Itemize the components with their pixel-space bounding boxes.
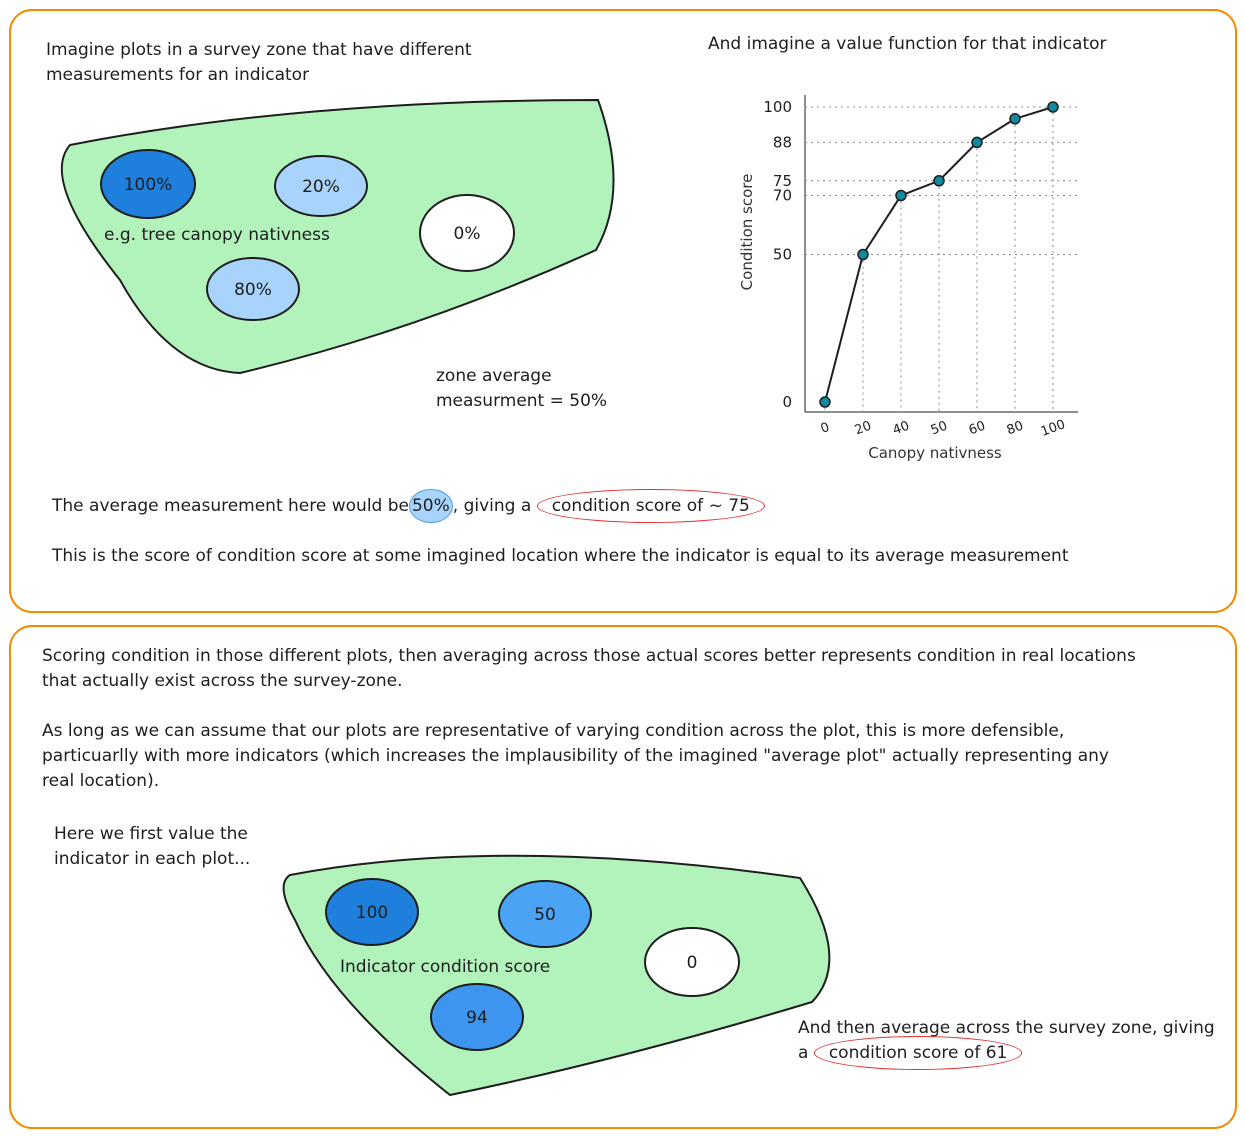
x-tick-label: 0 (819, 420, 832, 437)
x-tick-label: 80 (1005, 419, 1026, 439)
y-axis-label: Condition score (738, 174, 756, 291)
example-label: e.g. tree canopy nativness (104, 225, 330, 245)
paragraph: Scoring condition in those different plo… (42, 646, 1136, 691)
y-tick-label: 88 (773, 133, 792, 151)
plot (206, 257, 300, 321)
highlight: 50% (408, 489, 453, 523)
point (857, 248, 869, 261)
y-tick-label: 50 (773, 246, 792, 264)
plot-label: 20% (302, 177, 340, 197)
x-axis-label: Canopy nativness (868, 444, 1002, 462)
point (933, 175, 945, 187)
plot-label: Indicator condition score (340, 957, 551, 977)
x-tick-label: 60 (967, 419, 988, 439)
zone-average: zone average measurment = 50% (436, 366, 608, 411)
zone (60, 98, 615, 375)
plot (325, 878, 419, 946)
panel (9, 625, 1237, 1129)
zone (282, 854, 831, 1097)
x-tick-label: 100 (1039, 417, 1067, 440)
text: And then average across the survey zone,… (798, 1018, 1215, 1063)
text: The average measurement here would be (52, 496, 409, 516)
point (1047, 101, 1059, 113)
average-text: And then average across the survey zone,… (798, 1016, 1218, 1070)
first-value: Here we first value the indicator in eac… (54, 824, 251, 869)
plot-label: 100 (356, 903, 388, 923)
plot (100, 149, 196, 219)
sentence: The average measurement here would be 50%… (52, 489, 765, 523)
plot-label: 94 (466, 1008, 488, 1028)
chart-intro: And imagine a value function for that in… (708, 34, 1107, 54)
point (819, 396, 831, 408)
y-tick-label: 0 (782, 393, 792, 411)
plot (430, 983, 524, 1051)
point (971, 136, 983, 149)
paragraph: As long as we can assume that our plots … (42, 721, 1109, 791)
plot (419, 194, 515, 272)
plot-label: 0% (454, 224, 481, 244)
point (895, 189, 907, 202)
panel (9, 9, 1237, 613)
plot-label: 80% (234, 280, 272, 300)
plot-label: 100% (124, 175, 173, 195)
x-tick-label: 40 (891, 419, 912, 439)
plot-label: 0 (687, 953, 698, 973)
y-tick-label: 70 (773, 187, 792, 205)
plot (498, 880, 592, 948)
text: , giving a (452, 496, 532, 516)
circled-text: condition score of 61 (813, 1036, 1023, 1070)
point (1009, 113, 1021, 125)
y-tick-label: 100 (763, 98, 792, 116)
plot (274, 155, 368, 217)
plot-label: 50 (534, 905, 556, 925)
explanation: This is the score of condition score at … (52, 546, 1069, 566)
intro: Imagine plots in a survey zone that have… (46, 40, 472, 85)
x-tick-label: 20 (853, 419, 874, 439)
circled-text: condition score of ~ 75 (536, 489, 765, 523)
plot (644, 927, 740, 997)
y-tick-label: 75 (773, 172, 792, 190)
x-tick-label: 50 (929, 419, 950, 439)
